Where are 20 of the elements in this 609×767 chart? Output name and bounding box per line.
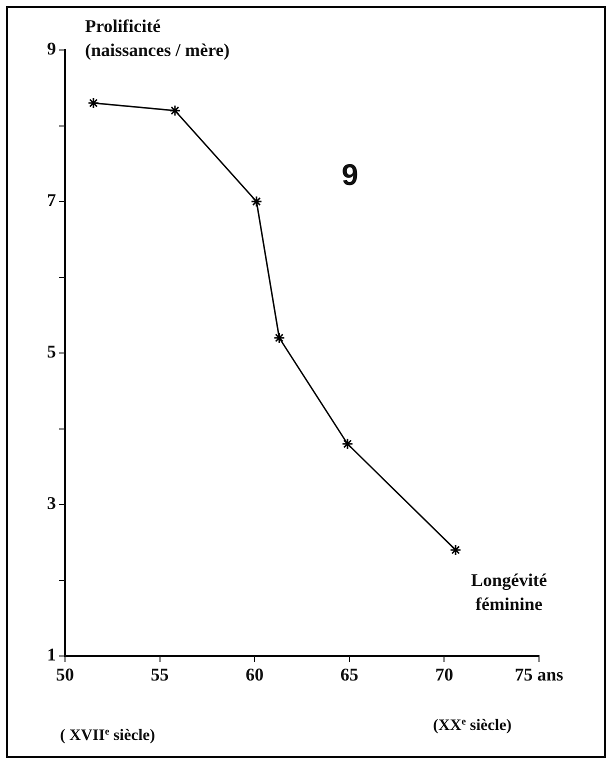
point: [88, 97, 100, 109]
point: [274, 332, 285, 344]
x-tick-label: 65: [340, 664, 358, 684]
y-tick-label: 1: [47, 644, 56, 665]
x-tick-label: 70: [435, 664, 454, 684]
y-tick-label: 7: [47, 190, 56, 210]
y-tick-label: 3: [47, 493, 56, 514]
x-tick-label: 50: [56, 664, 74, 684]
point: [450, 544, 462, 556]
y-tick-label: 9: [47, 38, 56, 59]
x-tick-label: 55: [150, 664, 169, 684]
point: [169, 104, 181, 116]
x-axis-title: Longévité féminine: [471, 570, 547, 614]
y-axis-title: Prolificité (naissances / mère): [85, 16, 230, 60]
point: [250, 196, 262, 208]
y-tick-label: 5: [47, 342, 56, 362]
text: 9: [342, 159, 358, 192]
x-tick-label: 60: [246, 664, 264, 684]
x-tick-label: 75 ans: [514, 664, 564, 684]
point: [342, 438, 354, 450]
